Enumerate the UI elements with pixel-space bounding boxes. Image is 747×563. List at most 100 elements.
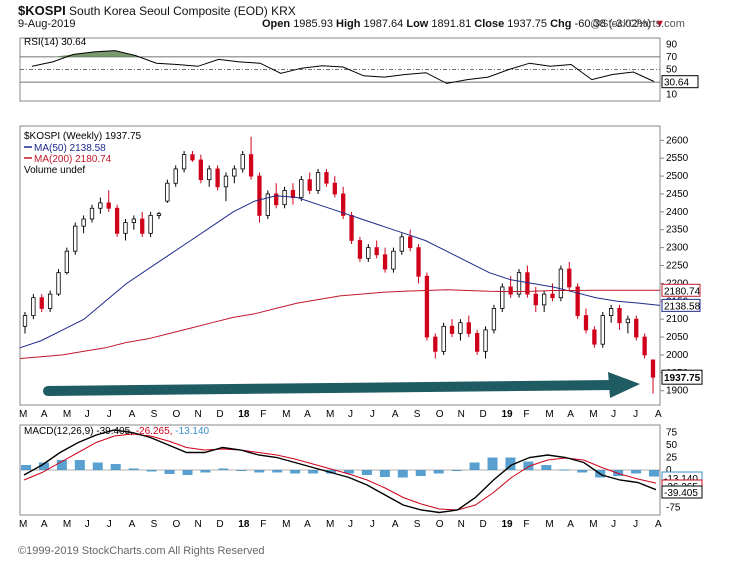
candle-body [106, 202, 111, 209]
macd-x-tick-label: O [173, 519, 181, 530]
macd-x-tick-label: A [129, 519, 136, 530]
macd-x-tick-label: F [523, 519, 529, 530]
close-value: 1937.75 [507, 18, 548, 30]
price-tick-label: 2600 [666, 135, 689, 146]
candle-body [232, 168, 237, 177]
chg-label: Chg [550, 18, 572, 30]
candle-body [73, 225, 78, 252]
candle-body [207, 168, 212, 181]
low-label: Low [406, 18, 429, 30]
candle-body [374, 247, 379, 256]
candle-body [290, 189, 296, 198]
macd-x-tick-label: M [63, 519, 71, 530]
high-label: High [336, 18, 361, 30]
macd-histogram-bar [523, 461, 534, 470]
macd-x-tick-label: D [480, 519, 487, 530]
macd-histogram-bar [326, 470, 337, 474]
macd-x-tick-label: M [589, 519, 597, 530]
candle-body [265, 193, 270, 216]
price-x-tick-label: M [63, 409, 71, 420]
macd-histogram-bar [397, 470, 408, 478]
candle-body [148, 215, 153, 234]
candle-body [424, 275, 430, 338]
macd-x-tick-label: J [107, 519, 112, 530]
down-arrow-icon: ▼ [654, 18, 665, 30]
copyright: ©1999-2019 StockCharts.com All Rights Re… [18, 545, 265, 557]
quote-summary: Open 1985.93 High 1987.64 Low 1891.81 Cl… [262, 18, 665, 30]
open-value: 1985.93 [293, 18, 333, 30]
macd-x-tick-label: 19 [501, 519, 513, 530]
rsi-last-box [661, 75, 699, 89]
price-x-tick-label: J [611, 409, 616, 420]
candle-body [315, 172, 321, 191]
price-tick-label: 2350 [666, 225, 689, 236]
macd-histogram-bar [469, 462, 480, 470]
price-x-tick-label: O [173, 409, 181, 420]
close-last-box [661, 369, 703, 385]
price-x-tick-label: A [392, 409, 399, 420]
candle-body [608, 308, 614, 316]
candle-body [625, 318, 631, 324]
macd-histogram-bar [505, 457, 516, 470]
candle-body [634, 318, 639, 338]
price-x-tick-label: M [282, 409, 290, 420]
candle-body [31, 297, 36, 316]
macd-histogram-bar [164, 470, 175, 474]
macd-tick-label: 25 [666, 453, 678, 464]
candle-body [257, 175, 262, 216]
macd-histogram-bar [38, 462, 49, 470]
macd-histogram-bar [272, 470, 283, 473]
price-tick-label: 2250 [666, 261, 689, 272]
macd-tick-label: 0 [666, 465, 672, 476]
macd-histogram-bar [433, 470, 444, 474]
candle-body [47, 293, 53, 309]
price-tick-label: 2450 [666, 189, 689, 200]
open-label: Open [262, 18, 291, 30]
candle-body [491, 308, 497, 331]
macd-histogram-bar [343, 470, 354, 474]
chart-date: 9-Aug-2019 [18, 18, 76, 30]
price-x-tick-label: J [370, 409, 375, 420]
macd-histogram-bar [182, 470, 193, 475]
volume-legend: Volume undef [24, 165, 85, 176]
macd-x-tick-label: J [370, 519, 375, 530]
ma50-line [19, 195, 661, 349]
macd-label: MACD(12,26,9) -39.405, -26.265, -13.140 [24, 426, 210, 437]
candle-body [558, 268, 564, 299]
price-x-tick-label: A [129, 409, 136, 420]
macd-x-tick-label: J [85, 519, 90, 530]
price-x-tick-label: A [304, 409, 311, 420]
chg-value: -60.38 (-3.02%) [574, 18, 651, 30]
macd-x-tick-label: F [260, 519, 266, 530]
candle-body [399, 236, 404, 252]
macd-histogram-bar [128, 468, 139, 470]
macd-histogram-bar [541, 465, 552, 470]
macd-histogram-bar [254, 470, 265, 473]
macd-histogram-bar [415, 470, 426, 476]
price-tick-label: 2100 [666, 314, 689, 325]
trend-arrow-head [608, 372, 640, 398]
macd-x-tick-label: O [436, 519, 444, 530]
price-x-tick-label: J [348, 409, 353, 420]
price-tick-label: 2500 [666, 171, 689, 182]
macd-x-tick-label: A [655, 519, 662, 530]
macd-x-tick-label: A [567, 519, 574, 530]
price-x-tick-label: J [85, 409, 90, 420]
trend-arrow-shaft [43, 380, 617, 396]
price-x-tick-label: A [41, 409, 48, 420]
candle-body [508, 286, 513, 295]
price-x-tick-label: 19 [501, 409, 513, 420]
candle-body [332, 182, 337, 195]
ma50-legend: MA(50) 2138.58 [34, 143, 106, 154]
close-label: Close [474, 18, 505, 30]
rsi-overbought-fill [52, 50, 136, 57]
candle-body [274, 193, 279, 206]
price-tick-label: 2000 [666, 350, 689, 361]
ma200-line [19, 289, 661, 359]
price-x-tick-label: O [436, 409, 444, 420]
rsi-tick-label: 10 [666, 90, 678, 101]
ma50-last-value: 2138.58 [664, 301, 701, 312]
macd-last-box [661, 485, 703, 499]
candle-body [173, 168, 178, 184]
